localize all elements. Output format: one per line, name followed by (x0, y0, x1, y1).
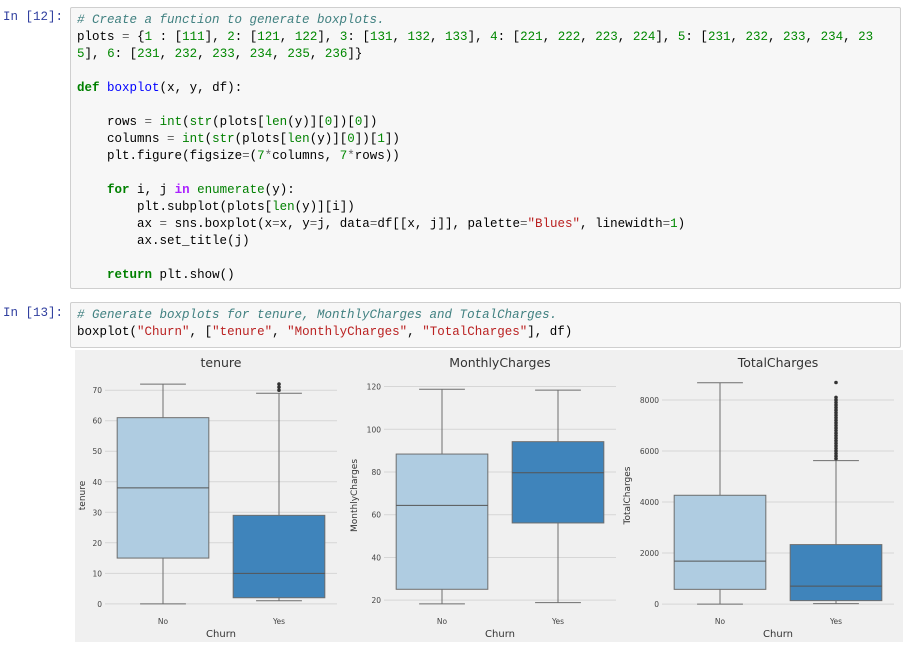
flier (834, 403, 838, 407)
chart-title: tenure (201, 355, 242, 370)
flier (834, 423, 838, 428)
x-tick-label: Yes (551, 617, 564, 626)
code-cell[interactable]: # Create a function to generate boxplots… (70, 7, 901, 289)
y-axis-label: MonthlyCharges (350, 459, 360, 532)
flier (834, 436, 838, 441)
flier (834, 416, 838, 420)
prompt: In [13]: (3, 306, 64, 320)
flier (834, 446, 838, 451)
flier (834, 408, 838, 412)
flier (834, 426, 838, 430)
y-tick-label: 120 (367, 383, 382, 392)
code: # Create a function to generate boxplots… (77, 13, 874, 282)
y-tick-label: 40 (371, 553, 381, 562)
flier (834, 395, 838, 400)
box (673, 494, 767, 590)
y-axis-label: TotalCharges (623, 466, 633, 525)
chart-title: MonthlyCharges (449, 355, 550, 370)
y-tick-label: 4000 (640, 498, 659, 507)
code: # Generate boxplots for tenure, MonthlyC… (77, 308, 573, 339)
y-tick-label: 40 (92, 478, 102, 487)
y-tick-label: 50 (92, 447, 102, 456)
flier (834, 438, 838, 443)
output-figure: 0 10 20 30 40 50 60 70 No Yes tenure Churn tenure 20 4… (75, 350, 903, 642)
y-tick-label: 2000 (640, 549, 659, 558)
y-axis-label: tenure (78, 480, 88, 510)
x-tick-label: No (158, 617, 169, 626)
x-tick-label: No (437, 617, 448, 626)
flier (834, 428, 838, 433)
x-axis-label: Churn (485, 629, 515, 640)
flier (834, 380, 838, 385)
x-axis-label: Churn (763, 629, 793, 640)
flier (834, 418, 838, 423)
box (511, 441, 605, 524)
flier (834, 451, 838, 456)
flier (834, 400, 838, 405)
y-tick-label: 60 (92, 417, 102, 426)
y-tick-label: 20 (92, 539, 102, 548)
flier (277, 388, 281, 393)
box (395, 453, 489, 590)
flier (834, 431, 838, 435)
x-tick-label: Yes (829, 617, 842, 626)
flier (277, 382, 281, 386)
y-tick-label: 70 (92, 386, 102, 395)
y-tick-label: 60 (371, 511, 381, 520)
y-tick-label: 10 (92, 569, 102, 578)
flier (834, 421, 838, 425)
y-tick-label: 0 (97, 600, 102, 609)
y-tick-label: 80 (371, 468, 381, 477)
chart-title: TotalCharges (737, 355, 819, 370)
flier (277, 385, 281, 389)
flier (834, 454, 838, 458)
x-tick-label: Yes (272, 617, 285, 626)
flier (834, 449, 838, 453)
code-cell[interactable]: # Generate boxplots for tenure, MonthlyC… (70, 302, 901, 348)
flier (834, 405, 838, 410)
box (232, 514, 326, 599)
box (789, 544, 883, 602)
y-tick-label: 20 (371, 596, 381, 605)
flier (834, 410, 838, 415)
y-tick-label: 8000 (640, 396, 659, 405)
prompt: In [12]: (3, 10, 64, 24)
flier (834, 444, 838, 448)
flier (834, 398, 838, 402)
y-tick-label: 30 (92, 508, 102, 517)
y-tick-label: 0 (654, 600, 659, 609)
flier (834, 433, 838, 438)
x-tick-label: No (715, 617, 726, 626)
y-tick-label: 6000 (640, 447, 659, 456)
flier (834, 413, 838, 418)
y-tick-label: 100 (367, 425, 382, 434)
flier (834, 441, 838, 446)
x-axis-label: Churn (206, 629, 236, 640)
flier (834, 456, 838, 461)
